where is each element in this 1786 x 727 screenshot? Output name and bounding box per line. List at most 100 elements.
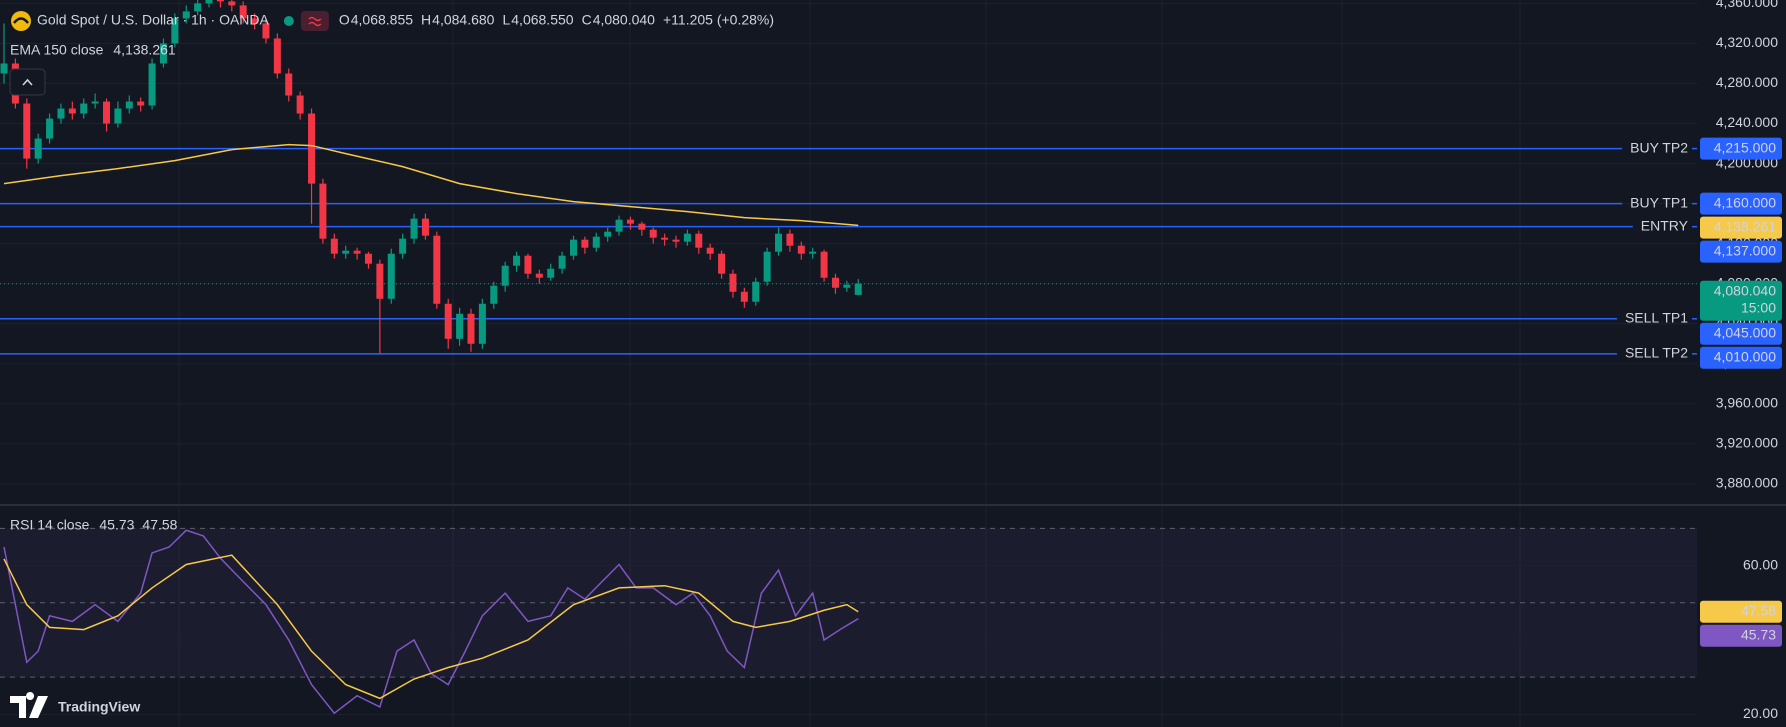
candle-body — [148, 63, 156, 106]
market-status — [283, 16, 294, 26]
candle-body — [68, 108, 76, 114]
candle-body — [501, 265, 509, 286]
ohlc-value: 4,080.040 — [593, 12, 655, 28]
candle-body — [763, 251, 771, 282]
candle-body — [57, 108, 65, 119]
price-tag-label: 4,160.000 — [1714, 194, 1776, 210]
candle-body — [775, 233, 783, 252]
y-tick-label: 4,320.000 — [1716, 34, 1778, 50]
price-tag — [1700, 192, 1782, 215]
candle-body — [239, 5, 247, 19]
y-tick-label: 3,920.000 — [1716, 435, 1778, 451]
candle-body — [0, 63, 8, 74]
candle-body — [182, 11, 190, 19]
indicator-name: EMA 150 close — [10, 42, 104, 58]
candle-body — [638, 223, 646, 230]
rsi-plot — [3, 529, 859, 715]
y-tick-label: 3,960.000 — [1716, 395, 1778, 411]
candle-body — [285, 73, 293, 96]
candle-body — [308, 113, 316, 184]
candle-body — [251, 18, 259, 24]
collapse-button[interactable] — [9, 68, 46, 96]
candle-body — [387, 253, 395, 299]
candle-body — [353, 250, 361, 254]
ohlc-value: 4,084.680 — [432, 12, 494, 28]
level-label: BUY TP2 — [1630, 139, 1688, 155]
candle-body — [843, 284, 851, 288]
rsi-line — [3, 529, 859, 715]
candle-body — [216, 0, 224, 2]
candle-body — [740, 291, 748, 302]
price-tag-label: 4,215.000 — [1714, 139, 1776, 155]
chart-title: Gold Spot / U.S. Dollar · 1h · OANDA — [37, 12, 270, 28]
price-tag — [1700, 137, 1782, 160]
candle-body — [513, 255, 521, 266]
candle-body — [820, 251, 828, 278]
indicator-badge — [300, 11, 329, 31]
candle-body — [421, 218, 429, 236]
candle-body — [296, 95, 304, 114]
candle-body — [535, 273, 543, 278]
candle-body — [649, 229, 657, 238]
level-label: SELL TP2 — [1625, 345, 1688, 361]
candle-body — [330, 238, 338, 254]
candle-body — [854, 283, 862, 295]
candle-body — [444, 303, 452, 339]
candle-body — [91, 101, 99, 104]
price-tag — [1700, 624, 1782, 647]
y-tick-label: 20.00 — [1743, 705, 1778, 721]
candle-body — [467, 313, 475, 344]
candle-body — [23, 103, 31, 159]
candle-body — [46, 118, 54, 139]
ema-line — [3, 143, 859, 227]
candle-body — [615, 219, 623, 232]
candle-body — [125, 101, 133, 109]
candle-body — [831, 277, 839, 288]
indicator-value: 4,138.261 — [113, 42, 175, 58]
candle-body — [342, 250, 350, 254]
candle-body — [171, 18, 179, 44]
candle-body — [786, 233, 794, 246]
candle-body — [797, 245, 805, 254]
price-tag-label: 4,080.040 — [1714, 282, 1776, 298]
price-tag — [1700, 280, 1782, 321]
y-tick-label: 4,360.000 — [1716, 0, 1778, 10]
candle-body — [228, 1, 236, 6]
candle-body — [410, 218, 418, 239]
rsi-line — [3, 554, 859, 700]
candle-body — [661, 237, 669, 240]
candle-body — [604, 231, 612, 237]
indicator-name: RSI 14 close — [10, 517, 90, 533]
price-tag — [1700, 600, 1782, 623]
candle-body — [718, 253, 726, 274]
ohlc-value: 4,068.550 — [511, 12, 573, 28]
candle-body — [752, 281, 760, 302]
candle-body — [456, 313, 464, 339]
candle-body — [80, 103, 88, 114]
symbol-logo — [11, 11, 31, 31]
collapse-icon — [22, 78, 33, 86]
price-tag — [1700, 216, 1782, 239]
price-tag-label: 4,137.000 — [1714, 242, 1776, 258]
candle-body — [364, 253, 372, 264]
candle-body — [683, 233, 691, 242]
indicator-value: 47.58 — [142, 517, 177, 533]
ohlc-label: L — [502, 12, 510, 28]
y-tick-label: 3,880.000 — [1716, 475, 1778, 491]
candle-body — [592, 236, 600, 248]
candle-body — [399, 238, 407, 254]
price-tag — [1700, 322, 1782, 345]
candle-body — [570, 239, 577, 256]
level-label: ENTRY — [1641, 217, 1689, 233]
price-change: +11.205 (+0.28%) — [663, 12, 774, 28]
candle-body — [376, 263, 384, 299]
indicator-badge-icon — [308, 16, 322, 27]
candle-body — [809, 251, 817, 254]
ohlc-label: H — [421, 12, 431, 28]
candle-body — [262, 23, 270, 39]
y-tick-label: 4,240.000 — [1716, 114, 1778, 130]
candle-body — [490, 285, 498, 304]
candle-body — [34, 138, 42, 159]
ohlc-value: 4,068.855 — [351, 12, 413, 28]
